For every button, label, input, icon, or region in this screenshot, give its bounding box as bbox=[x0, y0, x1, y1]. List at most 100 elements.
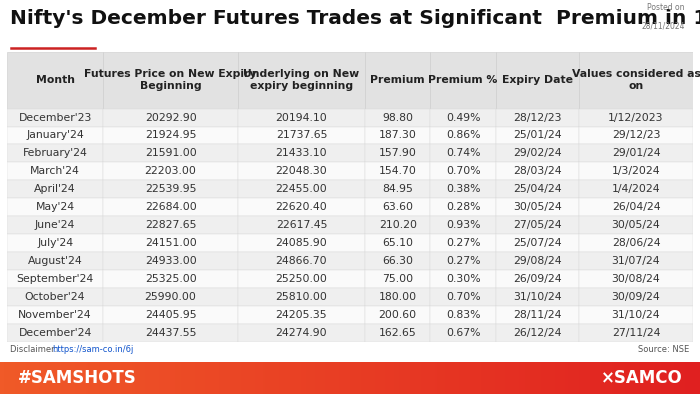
FancyBboxPatch shape bbox=[103, 198, 238, 216]
Text: 28/11/24: 28/11/24 bbox=[513, 310, 561, 320]
Text: 75.00: 75.00 bbox=[382, 274, 413, 284]
Text: March'24: March'24 bbox=[30, 166, 80, 177]
FancyBboxPatch shape bbox=[238, 52, 365, 109]
Text: 31/07/24: 31/07/24 bbox=[612, 256, 660, 266]
Text: 20194.10: 20194.10 bbox=[276, 113, 328, 123]
FancyBboxPatch shape bbox=[365, 52, 430, 109]
Text: 180.00: 180.00 bbox=[379, 292, 416, 302]
FancyBboxPatch shape bbox=[579, 270, 693, 288]
FancyBboxPatch shape bbox=[430, 109, 496, 126]
Text: ×SAMCO: ×SAMCO bbox=[601, 369, 682, 387]
FancyBboxPatch shape bbox=[579, 324, 693, 342]
Text: December'24: December'24 bbox=[18, 328, 92, 338]
Text: 29/01/24: 29/01/24 bbox=[612, 149, 660, 158]
FancyBboxPatch shape bbox=[496, 252, 579, 270]
Text: 1/3/2024: 1/3/2024 bbox=[612, 166, 660, 177]
Text: 22684.00: 22684.00 bbox=[145, 202, 197, 212]
Text: December'23: December'23 bbox=[18, 113, 92, 123]
FancyBboxPatch shape bbox=[7, 180, 103, 198]
Text: Values considered as
on: Values considered as on bbox=[572, 69, 700, 91]
Text: 63.60: 63.60 bbox=[382, 202, 413, 212]
Text: 187.30: 187.30 bbox=[379, 130, 416, 141]
Text: Disclaimer:: Disclaimer: bbox=[10, 344, 60, 353]
FancyBboxPatch shape bbox=[430, 198, 496, 216]
Text: 0.27%: 0.27% bbox=[446, 256, 480, 266]
Text: 24151.00: 24151.00 bbox=[145, 238, 197, 248]
FancyBboxPatch shape bbox=[579, 306, 693, 324]
Text: 157.90: 157.90 bbox=[379, 149, 416, 158]
Text: 27/11/24: 27/11/24 bbox=[612, 328, 660, 338]
Text: 24437.55: 24437.55 bbox=[145, 328, 197, 338]
Text: Expiry Date: Expiry Date bbox=[502, 75, 573, 85]
Text: 21924.95: 21924.95 bbox=[145, 130, 197, 141]
FancyBboxPatch shape bbox=[365, 306, 430, 324]
Text: 25/04/24: 25/04/24 bbox=[513, 184, 562, 194]
FancyBboxPatch shape bbox=[365, 109, 430, 126]
FancyBboxPatch shape bbox=[7, 109, 103, 126]
FancyBboxPatch shape bbox=[103, 216, 238, 234]
FancyBboxPatch shape bbox=[430, 180, 496, 198]
FancyBboxPatch shape bbox=[496, 216, 579, 234]
FancyBboxPatch shape bbox=[238, 162, 365, 180]
FancyBboxPatch shape bbox=[238, 126, 365, 145]
FancyBboxPatch shape bbox=[103, 162, 238, 180]
FancyBboxPatch shape bbox=[579, 234, 693, 252]
FancyBboxPatch shape bbox=[238, 306, 365, 324]
FancyBboxPatch shape bbox=[365, 198, 430, 216]
Text: Month: Month bbox=[36, 75, 75, 85]
FancyBboxPatch shape bbox=[7, 126, 103, 145]
FancyBboxPatch shape bbox=[579, 52, 693, 109]
FancyBboxPatch shape bbox=[103, 52, 238, 109]
Text: 22827.65: 22827.65 bbox=[145, 220, 197, 230]
Text: 24205.35: 24205.35 bbox=[276, 310, 328, 320]
Text: January'24: January'24 bbox=[26, 130, 84, 141]
Text: February'24: February'24 bbox=[22, 149, 88, 158]
FancyBboxPatch shape bbox=[430, 126, 496, 145]
Text: 28/11/2024: 28/11/2024 bbox=[641, 22, 685, 31]
Text: 22203.00: 22203.00 bbox=[145, 166, 197, 177]
FancyBboxPatch shape bbox=[103, 306, 238, 324]
FancyBboxPatch shape bbox=[430, 324, 496, 342]
Text: 24933.00: 24933.00 bbox=[145, 256, 197, 266]
Text: Source: NSE: Source: NSE bbox=[638, 344, 690, 353]
FancyBboxPatch shape bbox=[7, 270, 103, 288]
FancyBboxPatch shape bbox=[7, 306, 103, 324]
FancyBboxPatch shape bbox=[103, 145, 238, 162]
FancyBboxPatch shape bbox=[238, 288, 365, 306]
FancyBboxPatch shape bbox=[496, 198, 579, 216]
FancyBboxPatch shape bbox=[103, 234, 238, 252]
Text: 24274.90: 24274.90 bbox=[276, 328, 328, 338]
FancyBboxPatch shape bbox=[579, 252, 693, 270]
Text: 30/05/24: 30/05/24 bbox=[513, 202, 562, 212]
Text: 98.80: 98.80 bbox=[382, 113, 413, 123]
FancyBboxPatch shape bbox=[365, 180, 430, 198]
Text: #SAMSHOTS: #SAMSHOTS bbox=[18, 369, 136, 387]
Text: 0.38%: 0.38% bbox=[446, 184, 480, 194]
FancyBboxPatch shape bbox=[238, 252, 365, 270]
Text: 22539.95: 22539.95 bbox=[145, 184, 197, 194]
FancyBboxPatch shape bbox=[496, 288, 579, 306]
FancyBboxPatch shape bbox=[238, 270, 365, 288]
Text: 26/12/24: 26/12/24 bbox=[513, 328, 561, 338]
FancyBboxPatch shape bbox=[238, 234, 365, 252]
FancyBboxPatch shape bbox=[365, 288, 430, 306]
FancyBboxPatch shape bbox=[365, 270, 430, 288]
FancyBboxPatch shape bbox=[365, 162, 430, 180]
Text: Premium %: Premium % bbox=[428, 75, 498, 85]
FancyBboxPatch shape bbox=[103, 126, 238, 145]
Text: May'24: May'24 bbox=[36, 202, 75, 212]
FancyBboxPatch shape bbox=[7, 252, 103, 270]
Text: 200.60: 200.60 bbox=[379, 310, 416, 320]
Text: 30/08/24: 30/08/24 bbox=[612, 274, 660, 284]
Text: 0.70%: 0.70% bbox=[446, 166, 480, 177]
FancyBboxPatch shape bbox=[430, 306, 496, 324]
Text: 28/06/24: 28/06/24 bbox=[612, 238, 660, 248]
Text: 25990.00: 25990.00 bbox=[145, 292, 197, 302]
FancyBboxPatch shape bbox=[579, 180, 693, 198]
FancyBboxPatch shape bbox=[430, 288, 496, 306]
Text: 22455.00: 22455.00 bbox=[276, 184, 328, 194]
FancyBboxPatch shape bbox=[365, 145, 430, 162]
Text: August'24: August'24 bbox=[28, 256, 83, 266]
Text: 20292.90: 20292.90 bbox=[145, 113, 197, 123]
Text: 154.70: 154.70 bbox=[379, 166, 416, 177]
